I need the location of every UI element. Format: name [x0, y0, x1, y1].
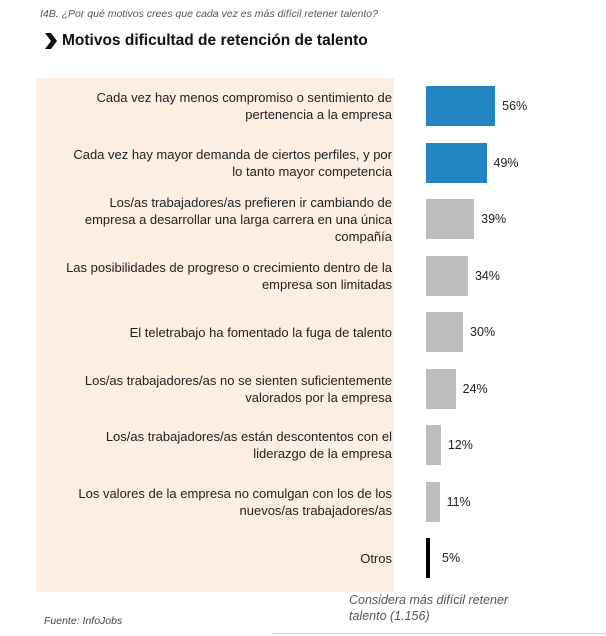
- bar: [426, 538, 430, 578]
- category-label: Los/as trabajadores/as prefieren ir camb…: [84, 194, 392, 244]
- value-label: 49%: [493, 155, 519, 170]
- value-label: 39%: [481, 212, 507, 226]
- category-label: Las posibilidades de progreso o crecimie…: [66, 259, 392, 292]
- bar: [426, 199, 475, 239]
- category-label: El teletrabajo ha fomentado la fuga de t…: [129, 324, 392, 340]
- category-label: Cada vez hay menos compromiso o sentimie…: [96, 90, 392, 122]
- bar: [426, 255, 468, 296]
- value-label: 56%: [502, 99, 528, 113]
- source-note: Fuente: InfoJobs: [44, 615, 123, 627]
- value-label: 24%: [462, 381, 488, 396]
- bar: [426, 368, 456, 409]
- bar: [426, 142, 487, 183]
- title-row: Motivos dificultad de retención de talen…: [44, 32, 368, 50]
- category-label: Cada vez hay mayor demanda de ciertos pe…: [73, 146, 392, 179]
- footnote: Considera más difícil retener talento (1…: [349, 593, 509, 623]
- chevron-right-icon: [45, 33, 57, 49]
- category-label: Otros: [360, 550, 392, 566]
- category-label: Los/as trabajadores/as no se sienten suf…: [84, 372, 392, 405]
- value-label: 5%: [442, 551, 461, 565]
- bar: [426, 312, 464, 352]
- survey-question: I4B. ¿Por qué motivos crees que cada vez…: [40, 8, 378, 20]
- category-label: Los/as trabajadores/as están descontento…: [105, 429, 392, 461]
- category-panel: [36, 78, 394, 592]
- bar: [426, 481, 440, 522]
- bar: [426, 86, 496, 126]
- value-label: 34%: [474, 268, 501, 283]
- bar: [426, 425, 441, 465]
- value-label: 30%: [470, 325, 496, 339]
- category-label: Los valores de la empresa no comulgan co…: [78, 485, 392, 518]
- value-label: 12%: [447, 438, 473, 452]
- chart-title: Motivos dificultad de retención de talen…: [62, 32, 368, 49]
- divider: [272, 633, 606, 634]
- value-label: 11%: [446, 494, 471, 509]
